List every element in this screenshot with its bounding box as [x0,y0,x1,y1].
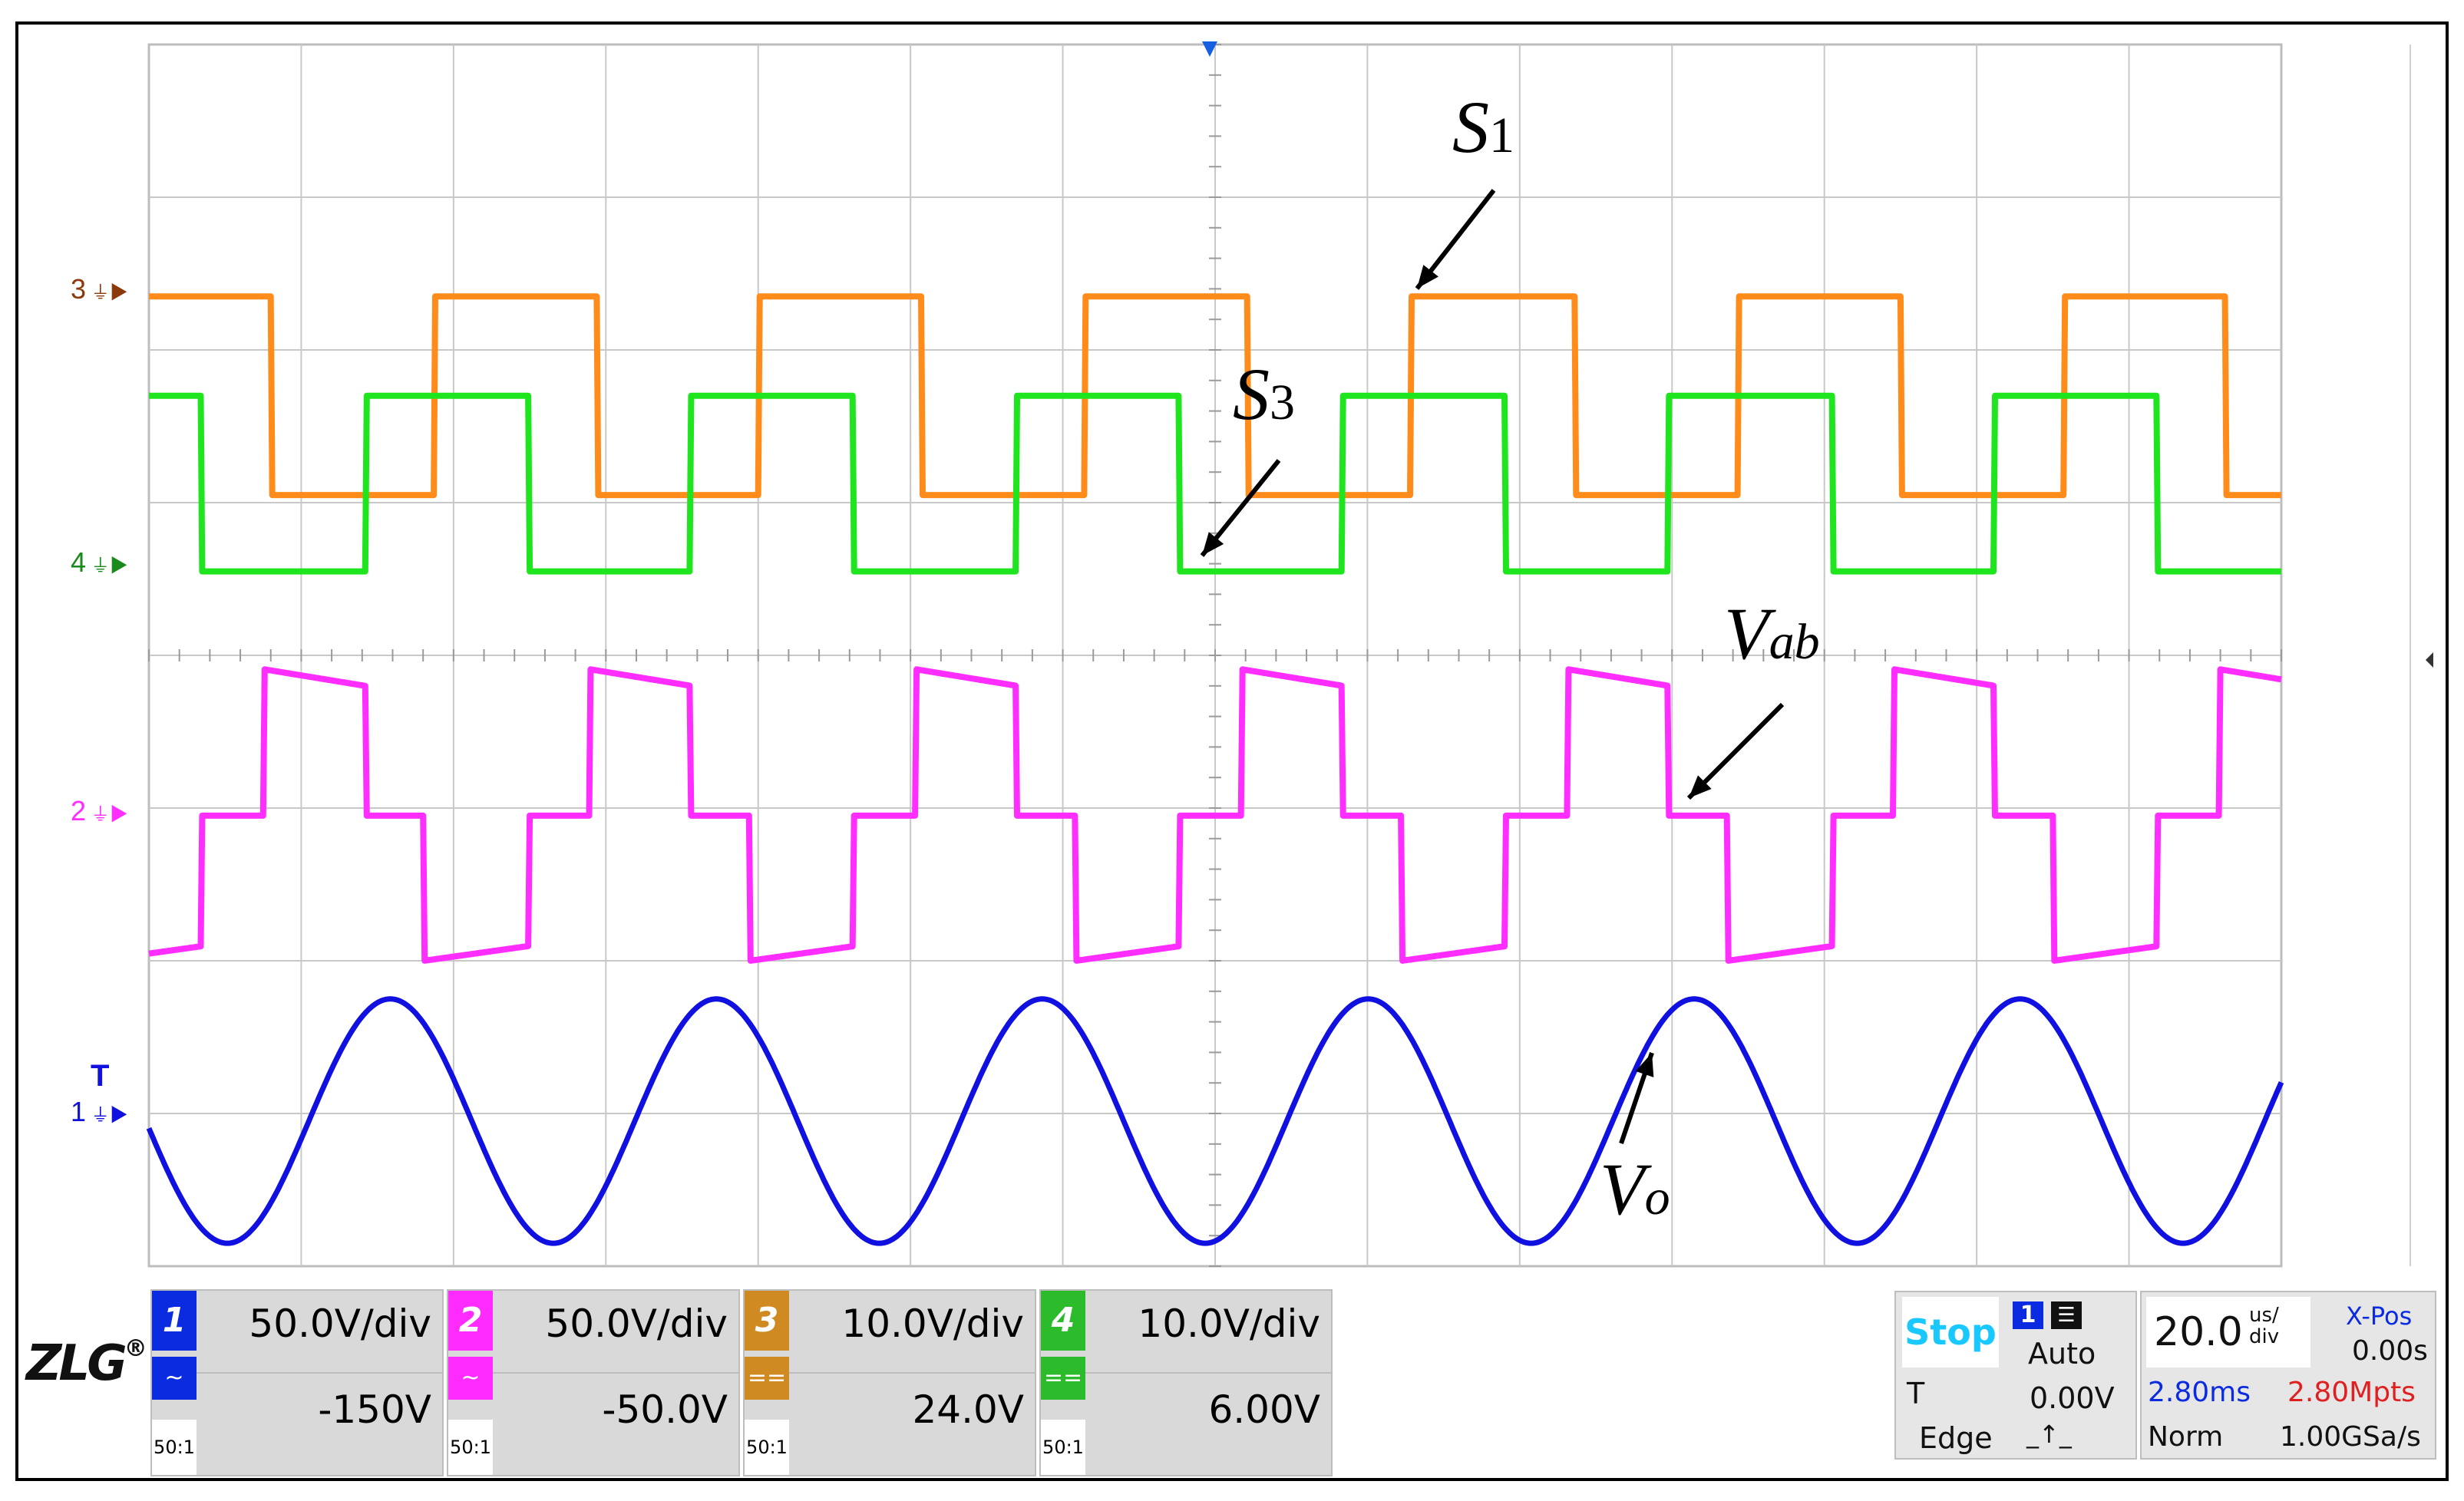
arrow-vo-head [1635,1053,1654,1077]
trace-vo [146,996,2284,1246]
channel-4-level-label: 4 ⏚▶ [71,546,128,578]
rising-edge-icon: _↑_ [2026,1420,2072,1449]
annotation-s1: S1 [1452,86,1514,168]
record-points: 2.80Mpts [2287,1377,2416,1408]
channel-3-coupling-icon: == [745,1357,789,1400]
channel-1-separator [197,1372,442,1374]
timebase-box[interactable] [2146,1297,2310,1367]
channel-3-level-label: 3 ⏚▶ [71,273,128,305]
arrow-vab-head [1689,775,1712,798]
figure-frame [15,21,2449,1481]
channel-4-box[interactable]: 4 == 50:1 10.0V/div 6.00V [1039,1289,1333,1476]
run-stop-button[interactable]: Stop [1902,1297,1999,1367]
channel-3-number: 3 [745,1291,789,1351]
channel-4-offset: 6.00V [1208,1387,1320,1432]
channel-2-box[interactable]: 2 ~ 50:1 50.0V/div -50.0V [447,1289,740,1476]
channel-4-coupling-icon: == [1041,1357,1085,1400]
trigger-mode[interactable]: Auto [2028,1337,2096,1371]
channel-3-box[interactable]: 3 == 50:1 10.0V/div 24.0V [743,1289,1036,1476]
trigger-type[interactable]: Edge [1919,1421,1993,1455]
right-scroll-marker[interactable] [2426,652,2433,668]
trace-s1 [147,293,2283,499]
channel-1-level-label: 1 ⏚▶ [71,1096,128,1127]
annotation-arrows [1200,189,1785,1144]
channel-1-offset: -150V [318,1387,431,1432]
channel-2-scale: 50.0V/div [545,1301,728,1346]
traces [146,293,2284,1246]
channel-2-offset: -50.0V [602,1387,728,1432]
channel-1-coupling-icon: ~ [152,1357,197,1400]
channel-3-offset: 24.0V [912,1387,1024,1432]
trace-vab [147,666,2283,964]
channel-1-box[interactable]: 1 ~ 50:1 50.0V/div -150V [150,1289,444,1476]
annotation-vab: Vab [1724,592,1820,675]
trigger-level[interactable]: 0.00V [2030,1381,2115,1415]
channel-2-probe: 50:1 [448,1420,493,1475]
channel-1-number: 1 [152,1291,197,1351]
channel-2-separator [493,1372,738,1374]
trigger-source[interactable]: 1 [2013,1301,2043,1329]
xpos-value: 0.00s [2352,1335,2428,1367]
channel-4-number: 4 [1041,1291,1085,1351]
channel-2-coupling-icon: ~ [448,1357,493,1400]
record-time: 2.80ms [2148,1377,2251,1408]
channel-2-level-label: 2 ⏚▶ [71,795,128,826]
channel-1-scale: 50.0V/div [249,1301,431,1346]
timebase-value: 20.0 [2154,1309,2243,1355]
trigger-position-marker [1202,41,1217,57]
arrow-s3-head [1202,532,1224,556]
arrow-s1-head [1417,265,1438,289]
channel-3-probe: 50:1 [745,1420,789,1475]
trigger-label: T [1907,1377,1925,1410]
grid [147,43,2283,1268]
timebase-unit: us/div [2249,1304,2280,1348]
zlg-logo: ZLG® [26,1335,147,1392]
annotation-vo: Vo [1600,1148,1670,1230]
sample-rate: 1.00GSa/s [2280,1421,2421,1453]
channel-4-separator [1085,1372,1331,1374]
trigger-level-marker: T [91,1059,110,1093]
channel-1-probe: 50:1 [152,1420,197,1475]
trace-s3 [147,392,2283,575]
channel-3-scale: 10.0V/div [841,1301,1024,1346]
channel-2-number: 2 [448,1291,493,1351]
xpos-label: X-Pos [2346,1301,2413,1331]
channel-4-probe: 50:1 [1041,1420,1085,1475]
trigger-coupling-icon: ☰ [2051,1301,2082,1329]
channel-3-separator [789,1372,1035,1374]
acquisition-mode: Norm [2148,1421,2224,1453]
channel-4-scale: 10.0V/div [1138,1301,1320,1346]
annotation-s3: S3 [1233,353,1295,435]
